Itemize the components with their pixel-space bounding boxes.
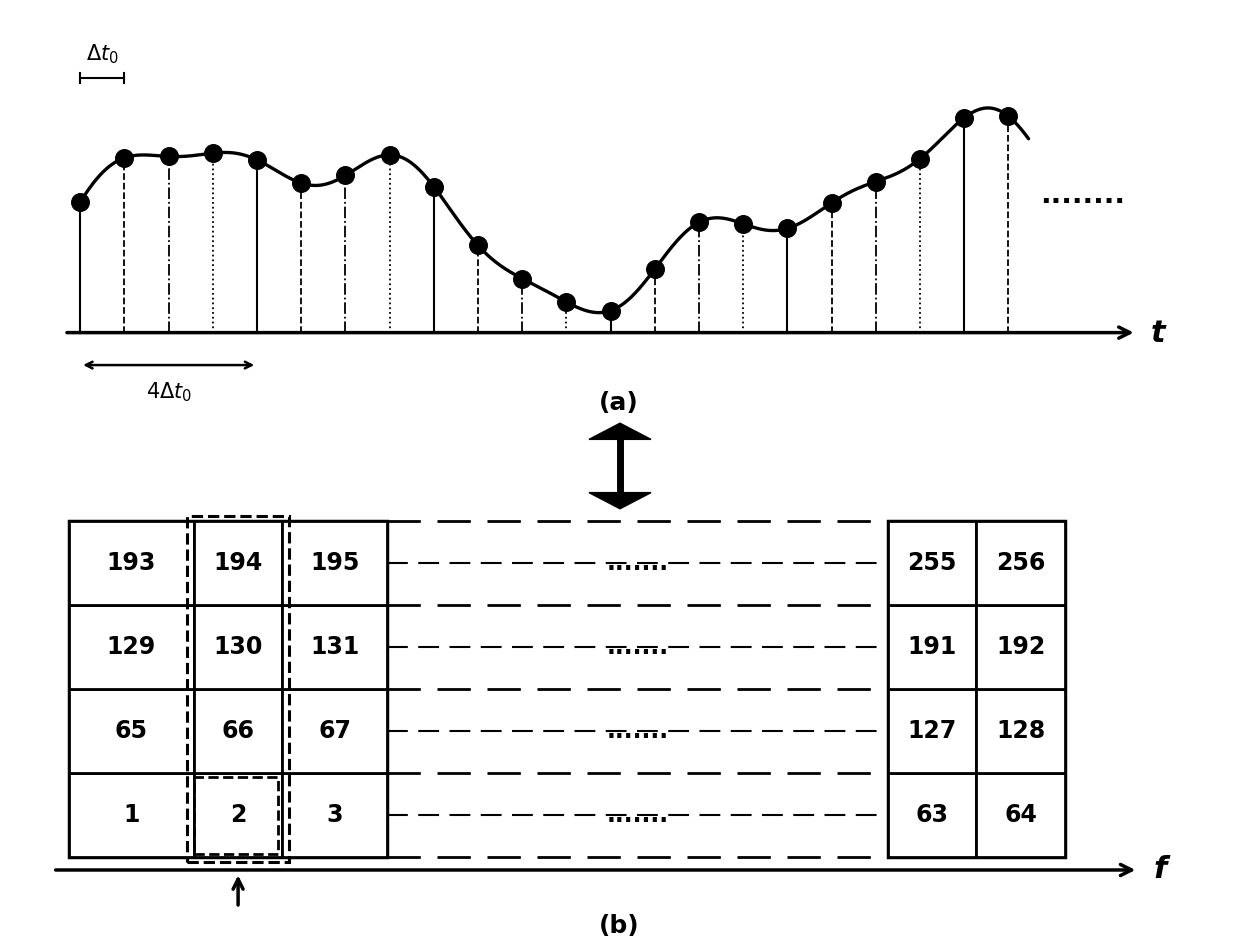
Text: 127: 127 [908, 719, 957, 743]
Text: 195: 195 [310, 551, 360, 575]
Point [866, 174, 885, 189]
Text: 63: 63 [915, 804, 949, 827]
Text: 1: 1 [123, 804, 139, 827]
Point [910, 151, 930, 166]
Polygon shape [589, 493, 651, 509]
Bar [283, 689, 387, 773]
Point [600, 303, 620, 319]
Bar [68, 689, 193, 773]
Text: 128: 128 [996, 719, 1045, 743]
Bar [976, 689, 1065, 773]
Text: 256: 256 [996, 551, 1045, 575]
Point [467, 238, 487, 253]
Bar [283, 605, 387, 689]
Bar [888, 689, 976, 773]
Point [71, 194, 91, 209]
Text: 131: 131 [310, 635, 360, 659]
Text: 3: 3 [326, 804, 343, 827]
Text: .......: ....... [606, 551, 668, 575]
Bar [888, 521, 976, 605]
Text: 193: 193 [107, 551, 156, 575]
Bar [68, 773, 193, 858]
Bar [888, 605, 976, 689]
Bar [68, 521, 193, 605]
Point [557, 295, 577, 310]
Bar [187, 515, 289, 863]
Bar [193, 521, 283, 605]
Text: 65: 65 [114, 719, 148, 743]
Point [159, 148, 179, 164]
Text: 255: 255 [908, 551, 957, 575]
Text: 129: 129 [107, 635, 156, 659]
Text: .......: ....... [606, 804, 668, 827]
Bar [193, 773, 283, 858]
Bar [193, 689, 283, 773]
Text: 192: 192 [996, 635, 1045, 659]
Point [379, 147, 399, 163]
Bar [888, 521, 1065, 858]
Point [424, 179, 444, 194]
Bar [976, 521, 1065, 605]
Text: (a): (a) [599, 391, 639, 415]
Point [822, 195, 842, 210]
Point [247, 152, 267, 167]
Text: f: f [1154, 856, 1167, 884]
Point [512, 271, 532, 286]
Polygon shape [589, 423, 651, 439]
Text: 64: 64 [1004, 804, 1037, 827]
Text: 2: 2 [229, 804, 247, 827]
Point [114, 150, 134, 165]
Point [291, 176, 311, 191]
Text: ........: ........ [1040, 182, 1125, 209]
Bar [68, 605, 193, 689]
Point [733, 216, 753, 231]
Text: 191: 191 [908, 635, 957, 659]
Point [689, 215, 709, 230]
Point [645, 262, 665, 277]
Point [777, 221, 797, 236]
Text: .......: ....... [606, 635, 668, 659]
Text: (b): (b) [599, 914, 640, 939]
Point [203, 146, 223, 161]
Bar [283, 521, 387, 605]
Point [336, 167, 356, 183]
Bar [193, 777, 278, 854]
Bar [976, 605, 1065, 689]
Bar [283, 773, 387, 858]
Bar [976, 773, 1065, 858]
Bar [68, 521, 387, 858]
Point [998, 108, 1018, 124]
Text: $\Delta t_0$: $\Delta t_0$ [86, 42, 119, 66]
Bar [193, 605, 283, 689]
Bar [888, 773, 976, 858]
Text: .......: ....... [606, 719, 668, 743]
Text: 67: 67 [319, 719, 351, 743]
Text: 66: 66 [222, 719, 254, 743]
Text: $4\Delta t_0$: $4\Delta t_0$ [145, 380, 192, 403]
Text: 194: 194 [213, 551, 263, 575]
Point [954, 110, 973, 126]
Text: 130: 130 [213, 635, 263, 659]
Text: t: t [1151, 320, 1166, 348]
